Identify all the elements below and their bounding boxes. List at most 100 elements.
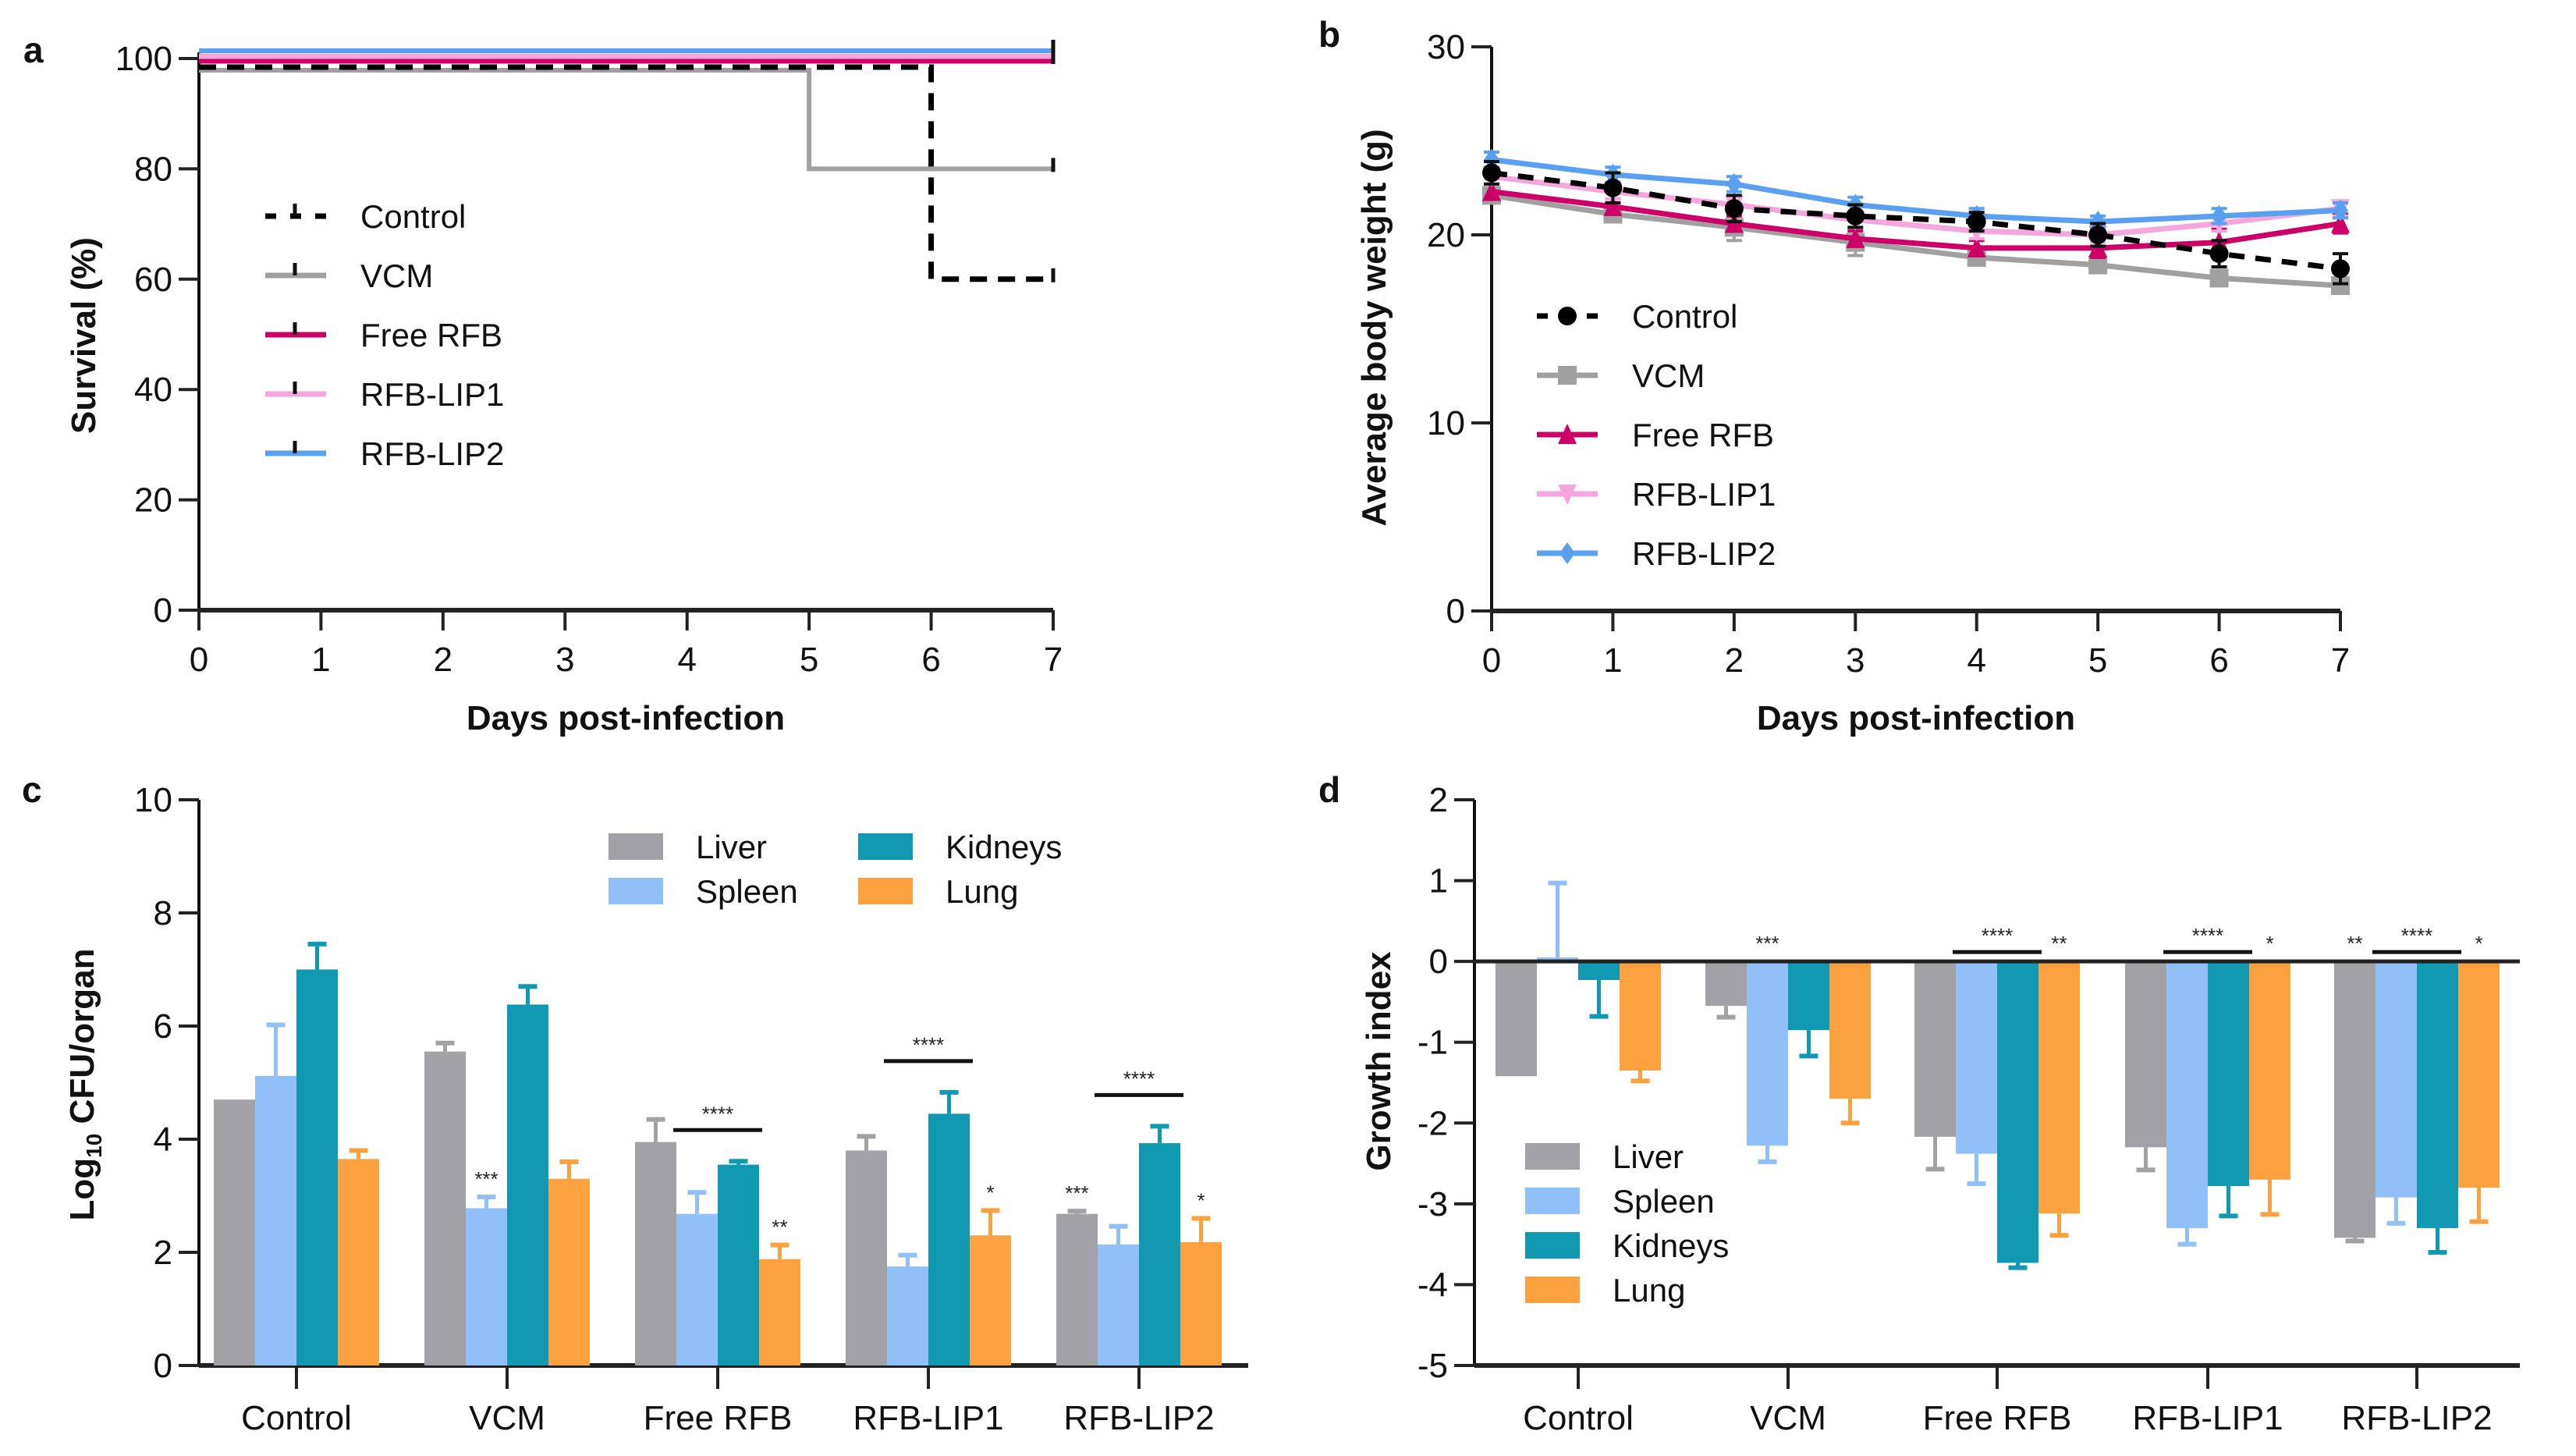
panel-b-ytick-label: 20 <box>1427 216 1465 254</box>
panel-c-bar-kidneys <box>928 1113 970 1365</box>
panel-b-xtick-label: 6 <box>2209 641 2228 680</box>
panel-c-ylabel-log: Log <box>63 1158 101 1221</box>
panel-d-significance: *** <box>1755 932 1779 955</box>
panel-a-xtick-label: 5 <box>800 641 818 679</box>
panel-b-plot: 0 10 20 30 0 1 2 3 4 5 6 7 Control VCM Free RFB RFB-LIP… <box>1427 28 2350 680</box>
panel-d-legend-swatch-liver <box>1525 1143 1580 1170</box>
panel-d-ytick-label: -2 <box>1418 1104 1448 1142</box>
panel-a-ylabel: Survival (%) <box>65 237 103 434</box>
panel-label-d: d <box>1318 769 1340 810</box>
panel-d-xtick-label: Free RFB <box>1923 1399 2072 1437</box>
panel-a-legend-label: Control <box>360 198 466 235</box>
panel-d-bar-kidneys <box>1997 961 2038 1263</box>
panel-d-sig-bracket-label: **** <box>2192 924 2223 947</box>
panel-b-legend-marker <box>1558 307 1577 325</box>
panel-d-bar-liver <box>2125 961 2166 1148</box>
panel-c-bar-lung <box>970 1235 1011 1365</box>
panel-b-legend-marker <box>1558 366 1577 385</box>
panel-c-bar-liver <box>424 1051 466 1365</box>
panel-c-legend-label: Liver <box>696 829 767 865</box>
panel-b-point-rfb-lip2 <box>1726 172 1742 195</box>
panel-d-bar-liver <box>2334 961 2376 1238</box>
panel-b-point-rfb-lip2 <box>2333 199 2348 222</box>
panel-c-legend-label: Kidneys <box>946 829 1062 865</box>
panel-c-legend-swatch-liver <box>609 833 663 860</box>
panel-d-ytick-label: 2 <box>1429 781 1448 819</box>
panel-c-bar-spleen <box>255 1075 296 1365</box>
panel-d-bar-kidneys <box>1578 961 1620 980</box>
panel-a-ytick-label: 0 <box>154 591 172 630</box>
panel-a-xtick-label: 1 <box>311 641 330 679</box>
panel-b-legend-marker <box>1558 424 1577 444</box>
panel-c-bar-lung <box>759 1259 800 1365</box>
panel-d-bar-kidneys <box>2417 961 2458 1228</box>
panel-d-significance: ** <box>2347 932 2362 955</box>
panel-c-sig-bracket-label: **** <box>702 1102 733 1125</box>
panel-c-xtick-label: VCM <box>469 1399 545 1437</box>
panel-b-point-control <box>1482 163 1501 183</box>
panel-b-point-vcm <box>2209 268 2229 288</box>
panel-b-legend-marker <box>1559 542 1575 564</box>
panel-label-b: b <box>1318 14 1340 55</box>
panel-a-ytick-label: 80 <box>134 150 172 188</box>
panel-d-legend-label: Kidneys <box>1613 1227 1729 1264</box>
panel-d-legend-swatch-kidneys <box>1525 1232 1580 1259</box>
panel-b-legend-label: Control <box>1632 298 1737 335</box>
panel-b-xtick-label: 5 <box>2088 641 2107 680</box>
panel-d-significance: * <box>2266 932 2273 955</box>
panel-d-bar-lung <box>1620 961 1661 1071</box>
panel-b-xtick-label: 2 <box>1725 641 1744 680</box>
panel-d-ytick-label: 1 <box>1429 862 1448 900</box>
panel-d-bar-spleen <box>2166 961 2208 1228</box>
panel-c-xtick-label: Free RFB <box>644 1399 793 1437</box>
panel-a-xtick-label: 0 <box>190 641 208 679</box>
panel-d-ytick-label: -1 <box>1418 1024 1448 1062</box>
panel-d-sig-bracket-label: **** <box>2401 924 2432 947</box>
panel-d-legend-swatch-spleen <box>1525 1188 1580 1214</box>
panel-b-point-control <box>1724 199 1744 218</box>
panel-c-ytick-label: 0 <box>154 1347 172 1385</box>
panel-c-legend-swatch-kidneys <box>858 833 913 860</box>
panel-c-ytick-label: 8 <box>154 894 172 932</box>
panel-b-point-control <box>1967 212 1986 232</box>
panel-c-sig-bracket-label: **** <box>1123 1067 1155 1090</box>
panel-d-xtick-label: RFB-LIP1 <box>2132 1399 2283 1437</box>
panel-b-xtick-label: 1 <box>1603 641 1622 680</box>
panel-c-significance: *** <box>474 1167 498 1191</box>
panel-c-legend-label: Lung <box>946 873 1018 910</box>
panel-c-significance: ** <box>772 1216 787 1239</box>
panel-b-point-control <box>1603 178 1623 197</box>
panel-a-ytick-label: 100 <box>115 40 172 78</box>
panel-a-xlabel: Days post-infection <box>467 699 785 737</box>
panel-d-bar-spleen <box>1747 961 1788 1146</box>
panel-d-ytick-label: -3 <box>1418 1185 1448 1223</box>
panel-b-point-free-rfb <box>2331 212 2350 233</box>
panel-b-point-control <box>2088 226 2108 244</box>
panel-c-bar-lung <box>1180 1241 1222 1365</box>
panel-c-bar-liver <box>635 1142 676 1365</box>
panel-c-bar-liver <box>846 1150 887 1365</box>
panel-c-bar-kidneys <box>296 969 338 1365</box>
panel-b-legend-label: Free RFB <box>1632 417 1774 453</box>
panel-b-point-free-rfb <box>1846 227 1865 248</box>
panel-label-c: c <box>22 769 42 810</box>
panel-b-ytick-label: 30 <box>1427 28 1465 66</box>
panel-c-significance: * <box>986 1181 994 1204</box>
panel-a-xtick-label: 4 <box>677 641 696 679</box>
panel-d-bar-spleen <box>2376 961 2417 1198</box>
panel-d-significance: ** <box>2051 932 2067 955</box>
panel-a-plot: 0 20 40 60 80 100 0 1 2 3 4 5 6 7 Control VCM Free RFB RF… <box>115 40 1063 679</box>
panel-b-xtick-label: 7 <box>2331 641 2350 680</box>
panel-c-legend-label: Spleen <box>696 873 798 910</box>
panel-b-line-control <box>1491 169 2341 272</box>
panel-d-sig-bracket-label: **** <box>1982 924 2013 947</box>
panel-d-xtick-label: Control <box>1523 1399 1634 1437</box>
panel-a-ytick-label: 40 <box>134 371 172 409</box>
panel-c-significance: *** <box>1065 1181 1088 1205</box>
panel-b-point-free-rfb <box>1482 180 1501 201</box>
panel-c-legend-swatch-spleen <box>609 878 663 904</box>
panel-b-line-rfb-lip2 <box>1491 157 2341 225</box>
panel-c-bar-spleen <box>676 1213 718 1365</box>
